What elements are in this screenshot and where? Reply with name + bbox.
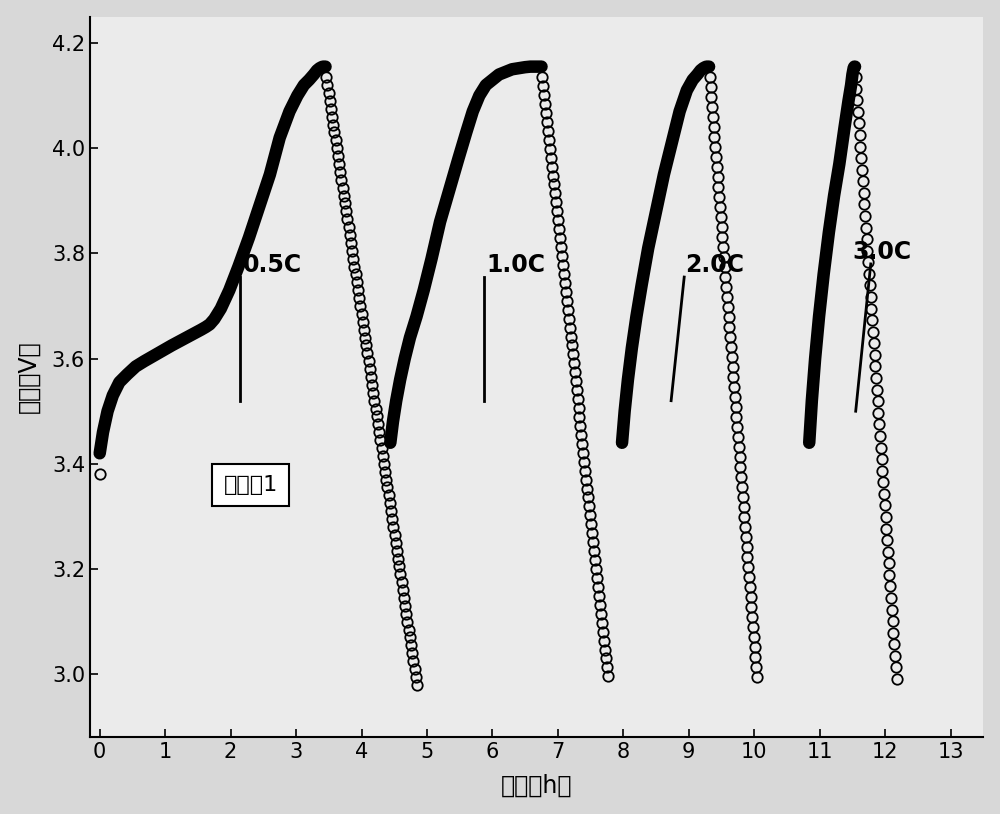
Y-axis label: 电压（V）: 电压（V） bbox=[17, 341, 41, 414]
Text: 实施例1: 实施例1 bbox=[224, 475, 278, 495]
Text: 3.0C: 3.0C bbox=[852, 240, 912, 264]
Text: 1.0C: 1.0C bbox=[486, 253, 545, 277]
X-axis label: 时间（h）: 时间（h） bbox=[501, 773, 572, 798]
Text: 2.0C: 2.0C bbox=[686, 253, 745, 277]
Text: 0.5C: 0.5C bbox=[242, 253, 302, 277]
